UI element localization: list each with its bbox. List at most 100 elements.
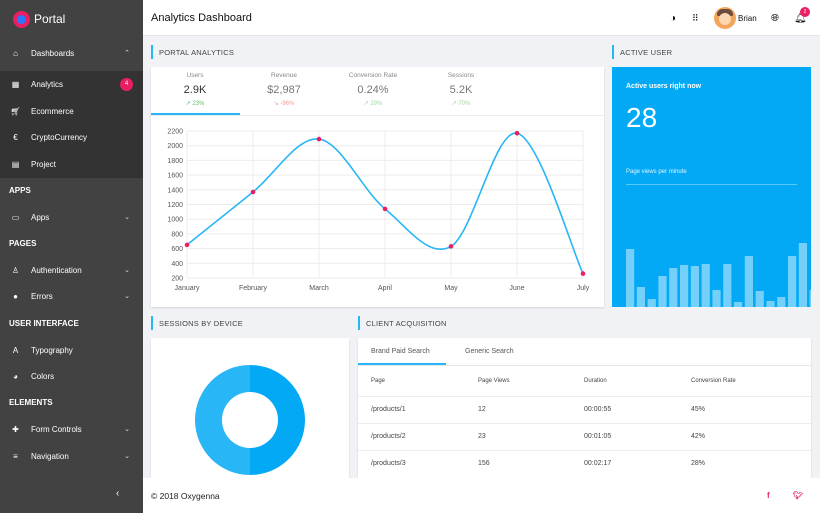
bell-icon[interactable]: 🔔︎ — [794, 13, 807, 24]
data-point — [184, 242, 190, 248]
twitter-icon[interactable]: 🐦︎ — [793, 491, 804, 500]
sidebar-item-typography[interactable]: A Typography — [0, 337, 143, 363]
sidebar-item-label: Analytics — [31, 79, 64, 89]
kpi-label: Conversion Rate — [348, 72, 398, 79]
chevron-up-icon: ⌃ — [124, 50, 130, 57]
donut-segment — [195, 365, 250, 475]
table-cell: 28% — [691, 460, 706, 467]
y-tick-label: 800 — [171, 231, 183, 238]
portal-analytics-title: PORTAL ANALYTICS — [151, 45, 234, 59]
sidebar-item-navigation[interactable]: ≡ Navigation ⌄ — [0, 443, 143, 469]
globe-icon[interactable]: 🌐︎ — [771, 13, 779, 24]
euro-icon: € — [13, 132, 18, 142]
cart-icon: 🛒︎ — [10, 106, 21, 116]
data-point — [316, 136, 322, 142]
brand[interactable]: Portal — [0, 0, 143, 38]
kpi-trend: ↗ 23% — [151, 100, 239, 107]
page-views-bar-chart — [626, 243, 811, 307]
sidebar-item-label: Project — [31, 159, 56, 169]
trend-down-icon: ↘ — [273, 101, 281, 107]
collapse-sidebar-icon[interactable]: ‹ — [116, 488, 120, 499]
sessions-title: SESSIONS BY DEVICE — [151, 316, 243, 330]
sidebar-item-label: Dashboards — [31, 48, 75, 58]
sidebar-item-cryptocurrency[interactable]: € CryptoCurrency — [0, 124, 143, 150]
y-tick-label: 1400 — [167, 187, 183, 194]
y-tick-label: 2000 — [167, 143, 183, 150]
bar — [712, 290, 721, 307]
trend-up-icon: ↗ — [185, 101, 193, 107]
notification-badge: 2 — [800, 7, 810, 17]
kpi-active-indicator — [151, 113, 240, 115]
avatar[interactable] — [714, 7, 736, 29]
kpi-label: Revenue — [270, 72, 298, 79]
bar — [788, 256, 797, 307]
home-icon: ⌂ — [13, 48, 18, 58]
kpi-revenue[interactable]: Revenue $2,987 ↘ -96% — [240, 72, 328, 107]
bar — [777, 297, 786, 307]
bar — [723, 264, 732, 307]
x-tick-label: February — [239, 285, 268, 292]
table-cell: /products/3 — [371, 460, 406, 467]
tab-generic-search[interactable]: Generic Search — [465, 348, 514, 355]
palette-icon: ◕ — [13, 371, 18, 381]
kpi-conversion-rate[interactable]: Conversion Rate 0.24% ↗ 29% — [329, 72, 417, 107]
sidebar-item-project[interactable]: ▤ Project — [0, 151, 143, 177]
copyright: © 2018 Oxygenna — [151, 491, 220, 501]
x-tick-label: March — [309, 285, 329, 292]
bar — [744, 256, 753, 307]
facebook-icon[interactable]: f — [767, 491, 770, 500]
apps-grid-icon[interactable]: ⠿ — [692, 13, 699, 23]
theme-toggle-icon[interactable]: ◑ — [670, 13, 677, 24]
sidebar-item-analytics[interactable]: ▦ Analytics 4 — [0, 71, 143, 97]
sidebar-item-colors[interactable]: ◕ Colors — [0, 363, 143, 389]
kpi-sessions[interactable]: Sessions 5.2K ↗ 70% — [417, 72, 505, 107]
sidebar-item-dashboards[interactable]: ⌂ Dashboards ⌃ — [0, 40, 143, 66]
section-user-interface: USER INTERFACE — [9, 319, 79, 328]
kpi-trend-value: 70% — [458, 101, 471, 107]
x-tick-label: June — [509, 285, 524, 292]
active-users-count: 28 — [626, 102, 658, 133]
kpi-label: Sessions — [447, 72, 475, 79]
y-tick-label: 200 — [171, 276, 183, 283]
portal-analytics-card: Users 2.9K ↗ 23% Revenue $2,987 ↘ -96% C… — [151, 67, 604, 307]
table-cell: 156 — [478, 460, 490, 467]
table-cell: 12 — [478, 406, 486, 413]
sidebar-item-label: Apps — [31, 212, 50, 222]
acquisition-tabs: Brand Paid Search Generic Search — [358, 338, 811, 366]
topbar: Analytics Dashboard ◑ ⠿ Brian 🌐︎ 🔔︎ 2 — [143, 0, 820, 36]
data-point — [448, 244, 454, 249]
bar — [798, 243, 807, 307]
sidebar-item-apps[interactable]: ▭ Apps ⌄ — [0, 204, 143, 230]
column-header: Page Views — [478, 378, 510, 384]
bar — [680, 265, 689, 307]
column-header: Duration — [584, 378, 607, 384]
table-cell: 00:01:05 — [584, 433, 612, 440]
y-tick-label: 1800 — [167, 158, 183, 165]
y-tick-label: 2200 — [167, 129, 183, 136]
section-apps: APPS — [9, 186, 31, 195]
kpi-trend: ↘ -96% — [240, 100, 328, 107]
sidebar-item-label: Errors — [31, 291, 53, 301]
trend-up-icon: ↗ — [363, 101, 371, 107]
kpi-users[interactable]: Users 2.9K ↗ 23% — [151, 72, 239, 107]
sidebar-item-errors[interactable]: ● Errors ⌄ — [0, 283, 143, 309]
sidebar-item-ecommerce[interactable]: 🛒︎ Ecommerce — [0, 98, 143, 124]
bar — [658, 276, 667, 307]
sidebar-item-label: Authentication — [31, 265, 82, 275]
puzzle-icon: ✚ — [12, 424, 19, 434]
bar — [701, 264, 710, 307]
kpi-trend-value: 23% — [192, 101, 205, 107]
x-tick-label: July — [577, 285, 590, 292]
x-tick-label: January — [175, 285, 200, 292]
user-name[interactable]: Brian — [738, 14, 757, 23]
sessions-donut-chart — [195, 365, 305, 475]
kpi-value: 5.2K — [449, 84, 473, 96]
y-tick-label: 1200 — [167, 202, 183, 209]
table-cell: 23 — [478, 433, 486, 440]
x-tick-label: May — [444, 285, 458, 292]
tab-brand-paid-search[interactable]: Brand Paid Search — [371, 348, 430, 355]
active-user-title: ACTIVE USER — [612, 45, 672, 59]
data-point — [514, 130, 520, 136]
sidebar-item-form-controls[interactable]: ✚ Form Controls ⌄ — [0, 416, 143, 442]
sidebar-item-authentication[interactable]: ♙ Authentication ⌄ — [0, 257, 143, 283]
